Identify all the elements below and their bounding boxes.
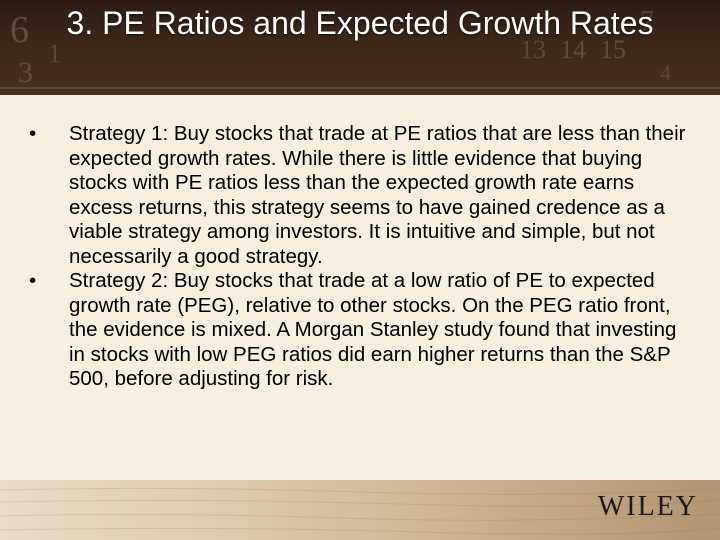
svg-text:13: 13	[520, 35, 546, 64]
wood-texture-decoration	[0, 487, 720, 535]
svg-text:1: 1	[48, 39, 61, 68]
slide-body: • Strategy 1: Buy stocks that trade at P…	[28, 122, 693, 392]
svg-text:4: 4	[660, 60, 671, 85]
svg-text:14: 14	[560, 35, 586, 64]
svg-text:15: 15	[600, 35, 626, 64]
bullet-list: • Strategy 1: Buy stocks that trade at P…	[28, 122, 693, 392]
svg-text:3: 3	[18, 56, 33, 89]
chalkboard-numbers-decoration: 6 3 1 7 14 15 13 4	[0, 6, 720, 89]
slide-title: 3. PE Ratios and Expected Growth Rates	[66, 5, 654, 41]
wiley-logo: WILEY	[597, 491, 698, 522]
svg-text:7: 7	[640, 6, 654, 37]
bullet-text: Strategy 1: Buy stocks that trade at PE …	[69, 122, 686, 268]
footer-banner	[0, 480, 720, 540]
bullet-item-strategy-2: • Strategy 2: Buy stocks that trade at a…	[28, 269, 693, 392]
bullet-item-strategy-1: • Strategy 1: Buy stocks that trade at P…	[28, 122, 693, 269]
svg-text:6: 6	[10, 9, 29, 51]
header-banner: 6 3 1 7 14 15 13 4 3. PE Ratios and Expe…	[0, 0, 720, 95]
bullet-marker: •	[29, 122, 37, 145]
bullet-marker: •	[29, 269, 37, 292]
bullet-text: Strategy 2: Buy stocks that trade at a l…	[69, 269, 677, 390]
